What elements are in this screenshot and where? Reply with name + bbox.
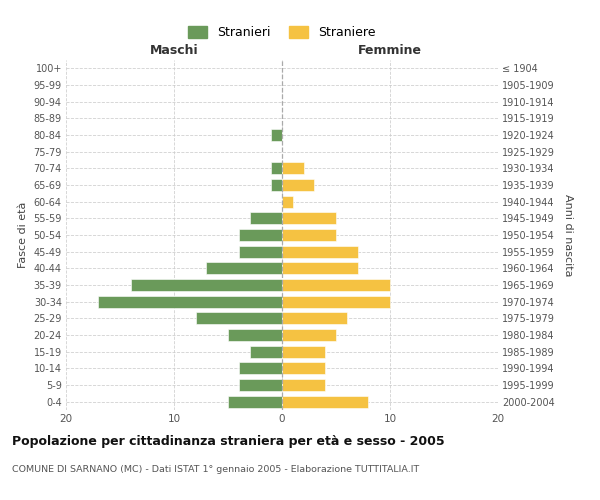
Bar — [282, 212, 336, 224]
Bar — [271, 162, 282, 174]
Bar — [282, 262, 358, 274]
Y-axis label: Anni di nascita: Anni di nascita — [563, 194, 574, 276]
Bar — [239, 379, 282, 391]
Bar — [271, 129, 282, 141]
Text: Popolazione per cittadinanza straniera per età e sesso - 2005: Popolazione per cittadinanza straniera p… — [12, 435, 445, 448]
Bar — [228, 329, 282, 341]
Y-axis label: Fasce di età: Fasce di età — [18, 202, 28, 268]
Text: COMUNE DI SARNANO (MC) - Dati ISTAT 1° gennaio 2005 - Elaborazione TUTTITALIA.IT: COMUNE DI SARNANO (MC) - Dati ISTAT 1° g… — [12, 465, 419, 474]
Bar — [282, 346, 325, 358]
Bar — [282, 312, 347, 324]
Bar — [282, 329, 336, 341]
Bar — [228, 396, 282, 407]
Bar — [282, 179, 314, 191]
Bar — [282, 396, 368, 407]
Bar — [282, 196, 293, 207]
Bar — [282, 229, 336, 241]
Text: Maschi: Maschi — [149, 44, 199, 57]
Bar — [282, 246, 358, 258]
Bar — [206, 262, 282, 274]
Text: Femmine: Femmine — [358, 44, 422, 57]
Bar — [239, 362, 282, 374]
Bar — [98, 296, 282, 308]
Bar — [282, 279, 390, 291]
Bar — [271, 179, 282, 191]
Bar — [250, 346, 282, 358]
Legend: Stranieri, Straniere: Stranieri, Straniere — [184, 21, 380, 44]
Bar — [282, 162, 304, 174]
Bar — [282, 362, 325, 374]
Bar — [250, 212, 282, 224]
Bar — [239, 246, 282, 258]
Bar — [239, 229, 282, 241]
Bar — [282, 379, 325, 391]
Bar — [131, 279, 282, 291]
Bar — [282, 296, 390, 308]
Bar — [196, 312, 282, 324]
